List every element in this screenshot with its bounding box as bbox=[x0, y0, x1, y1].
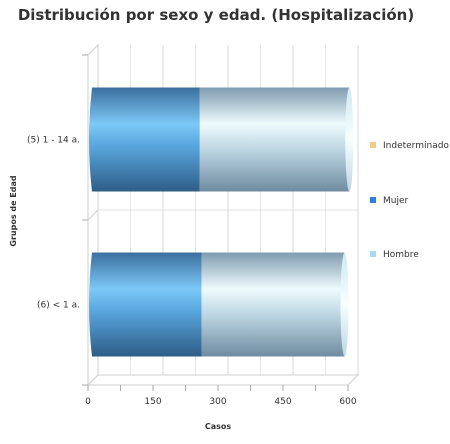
bar-mujer-1[interactable] bbox=[89, 252, 202, 357]
bar-hombre-1[interactable] bbox=[201, 252, 345, 357]
bar-hombre-0[interactable] bbox=[199, 87, 350, 192]
legend: Indeterminado Mujer Hombre bbox=[370, 141, 449, 260]
floor bbox=[86, 374, 360, 386]
category-separator bbox=[87, 209, 99, 221]
x-axis-title: Casos bbox=[205, 422, 232, 431]
y-tick-labels: (5) 1 - 14 a. (6) < 1 a. bbox=[27, 136, 80, 311]
legend-label: Indeterminado bbox=[383, 141, 449, 151]
y-tick-label-0: (5) 1 - 14 a. bbox=[27, 136, 80, 146]
x-tick-label-4: 600 bbox=[339, 397, 356, 407]
x-tick-labels: 0 150 300 450 600 bbox=[85, 397, 357, 407]
legend-swatch bbox=[370, 142, 376, 148]
bar-cap-1 bbox=[340, 252, 349, 357]
legend-label: Hombre bbox=[383, 250, 419, 260]
legend-item-indeterminado[interactable]: Indeterminado bbox=[370, 141, 449, 151]
legend-label: Mujer bbox=[383, 196, 409, 206]
bar-mujer-0[interactable] bbox=[89, 87, 200, 192]
bar-cap-0 bbox=[345, 87, 354, 192]
legend-swatch bbox=[370, 197, 376, 203]
x-tick-label-3: 450 bbox=[274, 397, 291, 407]
x-tick-label-0: 0 bbox=[85, 397, 91, 407]
legend-swatch bbox=[370, 251, 376, 257]
legend-item-hombre[interactable]: Hombre bbox=[370, 250, 419, 260]
chart-title: Distribución por sexo y edad. (Hospitali… bbox=[18, 6, 414, 24]
bars bbox=[89, 87, 354, 357]
y-axis-title: Grupos de Edad bbox=[9, 175, 18, 247]
y-tick-label-1: (6) < 1 a. bbox=[37, 301, 80, 311]
legend-item-mujer[interactable]: Mujer bbox=[370, 196, 409, 206]
x-tick-label-1: 150 bbox=[144, 397, 161, 407]
x-tick-label-2: 300 bbox=[209, 397, 226, 407]
